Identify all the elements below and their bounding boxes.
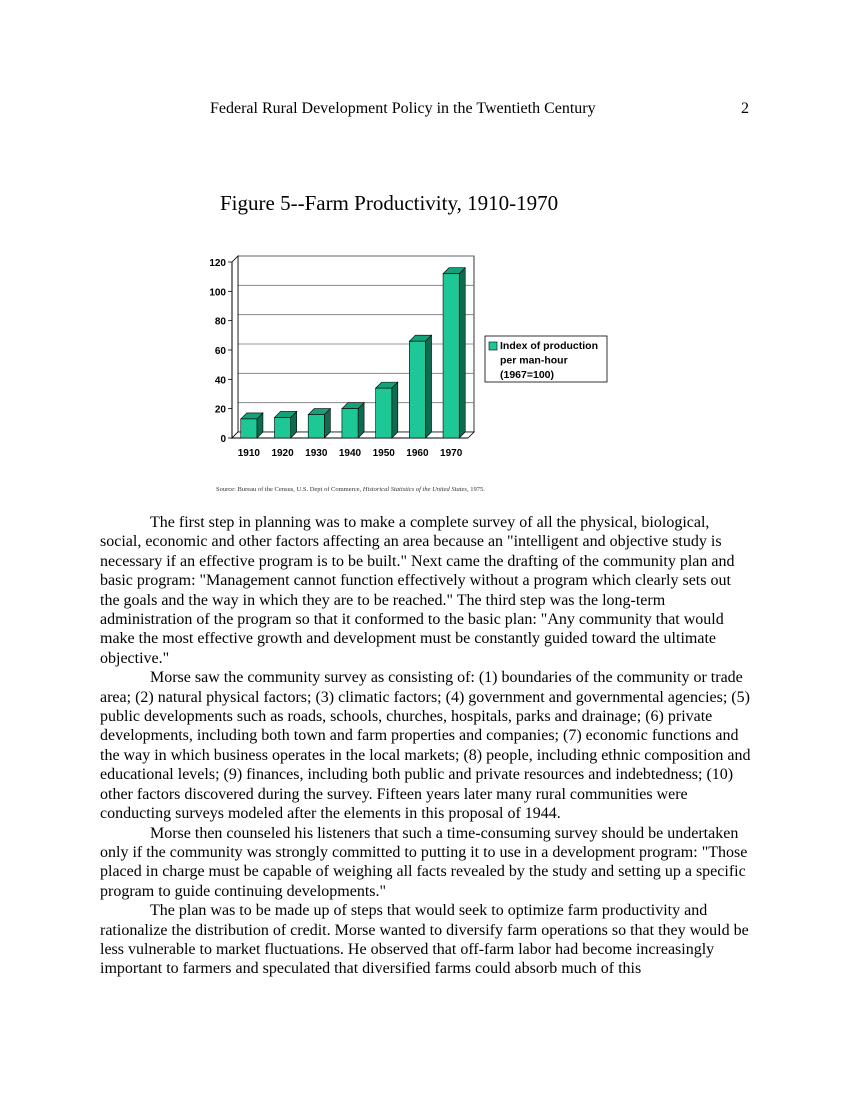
bar-side bbox=[458, 267, 466, 439]
plot-left-wall bbox=[231, 255, 239, 439]
bar-1920 bbox=[273, 410, 298, 439]
y-tick-label: 0 bbox=[220, 434, 226, 445]
x-tick-label: 1910 bbox=[238, 448, 261, 459]
body-text: The first step in planning was to make a… bbox=[100, 513, 752, 979]
legend-label: per man-hour bbox=[500, 355, 568, 367]
legend-swatch bbox=[488, 341, 498, 351]
bar-1970 bbox=[442, 267, 466, 439]
bar-1910 bbox=[240, 412, 264, 439]
bar-1950 bbox=[374, 381, 399, 439]
source-suffix: , 1975. bbox=[466, 486, 485, 493]
running-header-title: Federal Rural Development Policy in the … bbox=[210, 100, 596, 117]
source-title: Historical Statistics of the United Stat… bbox=[362, 486, 467, 493]
bar-front bbox=[409, 340, 426, 439]
x-tick-label: 1930 bbox=[305, 448, 328, 459]
bar-side bbox=[425, 334, 432, 439]
bar-front bbox=[240, 418, 258, 439]
y-tick-label: 20 bbox=[215, 405, 227, 416]
x-tick-label: 1940 bbox=[339, 448, 362, 459]
paragraph-2: Morse saw the community survey as consis… bbox=[100, 669, 751, 823]
page-number: 2 bbox=[741, 100, 749, 117]
x-tick-label: 1920 bbox=[271, 448, 294, 459]
legend-box bbox=[484, 335, 608, 383]
paragraph-1: The first step in planning was to make a… bbox=[100, 514, 735, 667]
y-axis-tick-labels: 0 20 40 60 80 100 120 bbox=[209, 258, 226, 445]
y-tick-label: 120 bbox=[209, 258, 226, 269]
figure-title: Figure 5--Farm Productivity, 1910-1970 bbox=[220, 191, 559, 215]
figure-source-note: Source: Bureau of the Census, U.S. Dept … bbox=[216, 486, 485, 493]
y-tick-label: 60 bbox=[215, 346, 227, 357]
x-tick-label: 1950 bbox=[373, 448, 396, 459]
chart-bars bbox=[240, 267, 466, 439]
bar-front bbox=[442, 273, 460, 439]
x-tick-label: 1960 bbox=[406, 448, 429, 459]
bar-1930 bbox=[307, 407, 332, 439]
source-prefix: Source: Bureau of the Census, U.S. Dept … bbox=[216, 486, 363, 493]
paragraph-3: Morse then counseled his listeners that … bbox=[100, 824, 748, 900]
x-tick-label: 1970 bbox=[440, 448, 463, 459]
paragraph-4: The plan was to be made up of steps that… bbox=[100, 902, 749, 978]
y-tick-label: 40 bbox=[215, 375, 227, 386]
bar-front bbox=[274, 417, 291, 439]
legend-label: (1967=100) bbox=[500, 369, 554, 381]
bar-front bbox=[341, 408, 359, 439]
x-axis-tick-labels: 1910 1920 1930 1940 1950 1960 1970 bbox=[238, 448, 463, 459]
y-tick-label: 100 bbox=[209, 287, 226, 298]
legend-label: Index of production bbox=[500, 340, 598, 352]
bar-front bbox=[307, 414, 325, 439]
bar-1940 bbox=[341, 401, 365, 439]
chart-legend: Index of production per man-hour (1967=100… bbox=[484, 335, 608, 383]
y-tick-label: 80 bbox=[215, 317, 227, 328]
bar-front bbox=[375, 387, 393, 439]
bar-1960 bbox=[408, 334, 433, 439]
bar-side bbox=[391, 381, 399, 439]
farm-productivity-chart: 0 20 40 60 80 100 120 1910 1920 1930 1940 1950 1960… bbox=[209, 255, 608, 459]
